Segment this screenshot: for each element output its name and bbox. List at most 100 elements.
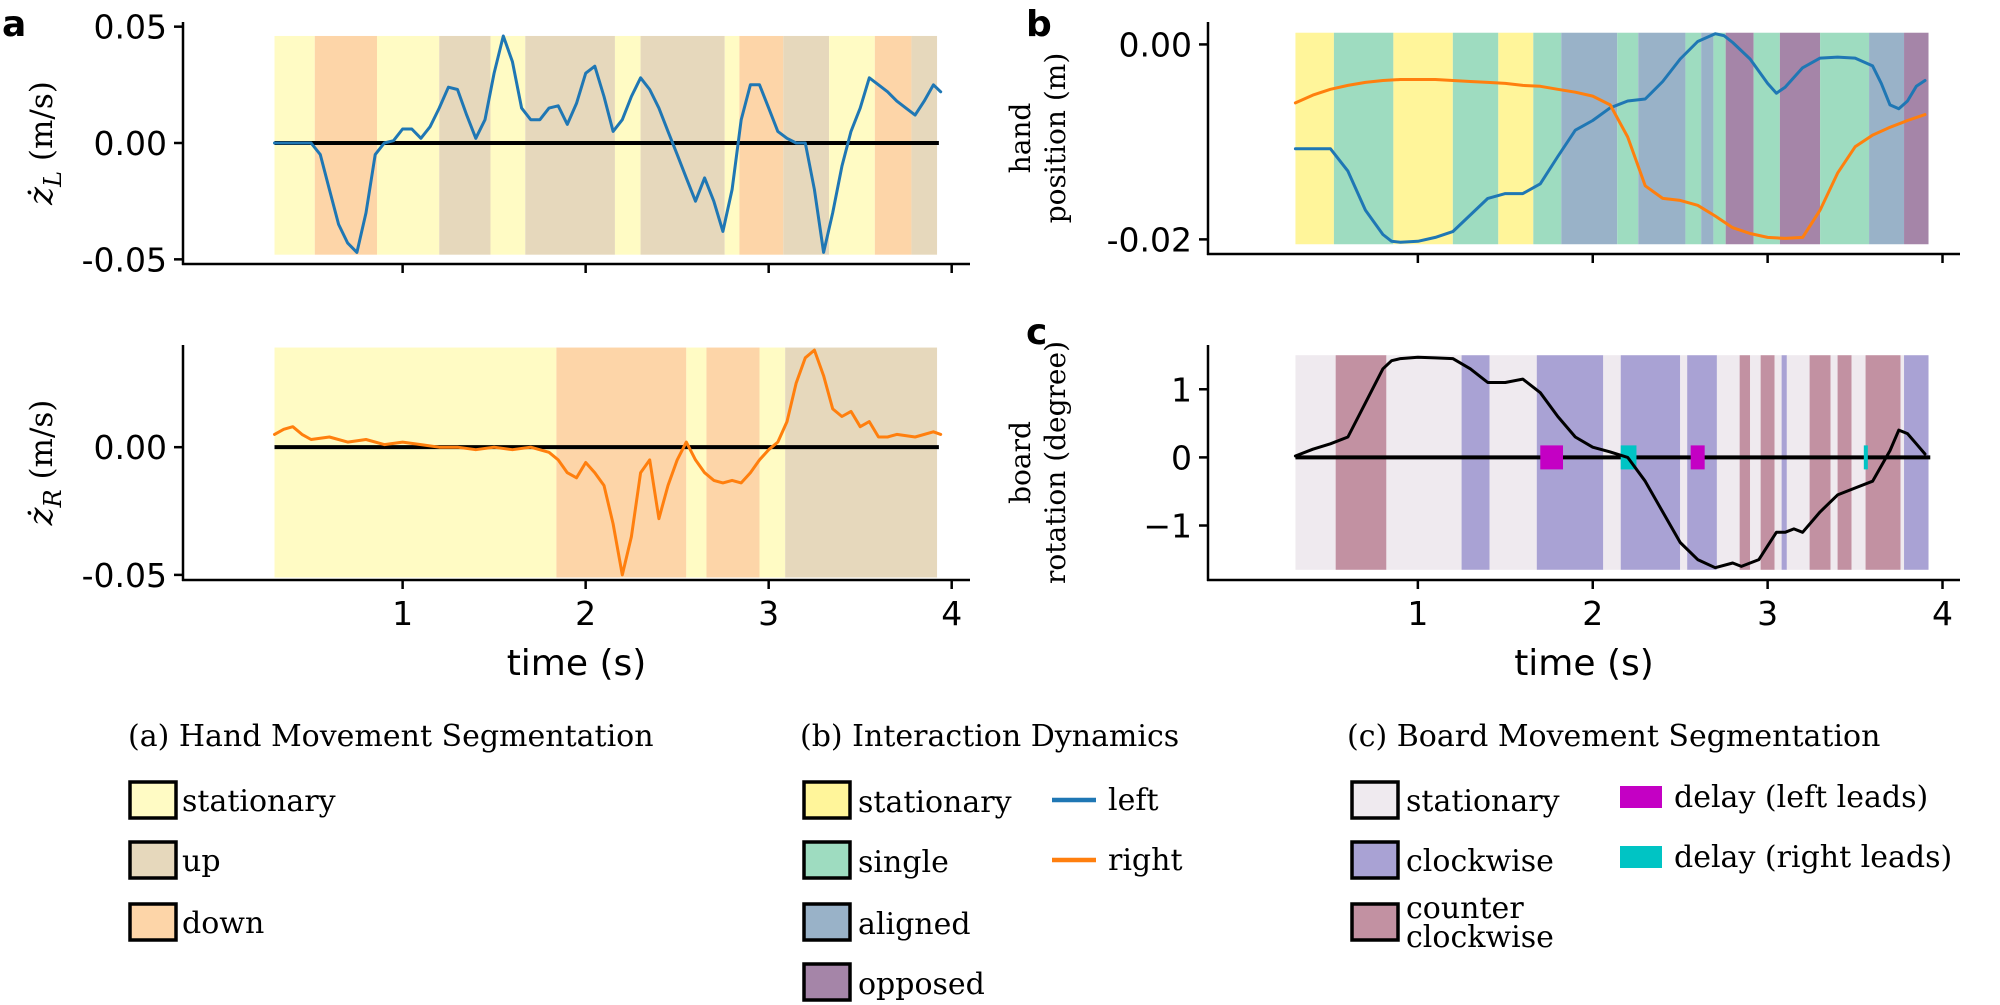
legend-marker — [1620, 786, 1662, 808]
span-stationary — [1716, 355, 1740, 570]
panel-b: -0.02 0.00 hand position (m) b — [1004, 4, 1960, 263]
y-axis-label: board — [1004, 421, 1037, 504]
span-stationary — [1603, 355, 1621, 570]
span-stationary — [1750, 355, 1761, 570]
x-tick-label: 3 — [758, 594, 779, 633]
legend-a: (a) Hand Movement Segmentation stationary… — [128, 719, 654, 942]
span-stationary — [1386, 355, 1462, 570]
span-stationary — [490, 35, 526, 255]
span-down — [874, 35, 912, 255]
y-tick-label: 0.00 — [94, 428, 167, 467]
span-single — [1452, 32, 1499, 245]
span-stationary — [1900, 355, 1905, 570]
span-down — [314, 35, 378, 255]
legend-label: up — [182, 844, 221, 879]
panel-a_top: -0.05 0.00 0.05 żL (m/s) a — [2, 4, 970, 279]
span-aligned — [1869, 32, 1905, 245]
x-tick-label: 1 — [1407, 594, 1428, 633]
series-right — [1293, 78, 1927, 240]
y-tick-label: 0.00 — [94, 124, 167, 163]
delay-marker — [1540, 445, 1564, 470]
legend-c: (c) Board Movement Segmentation stationar… — [1347, 719, 1952, 955]
x-tick-label: 4 — [1932, 594, 1953, 633]
x-axis-label: time (s) — [1514, 643, 1654, 684]
legend-label: stationary — [182, 784, 336, 819]
panel-letter-a: a — [2, 4, 26, 45]
span-stationary — [1786, 355, 1810, 570]
legend-swatch — [1350, 840, 1400, 880]
span-stationary — [1295, 355, 1336, 570]
span-stationary — [1680, 355, 1688, 570]
y-axis-label: rotation (degree) — [1039, 341, 1072, 584]
span-stationary — [1393, 32, 1453, 245]
y-tick-label: −1 — [1143, 507, 1192, 546]
series-right — [273, 348, 943, 577]
series-left — [273, 34, 943, 254]
legend-label: down — [182, 906, 264, 941]
span-stationary — [377, 35, 440, 255]
delay-marker — [1690, 445, 1705, 470]
series-left — [1293, 32, 1927, 244]
legend-swatch — [1350, 780, 1400, 820]
span-stationary — [759, 347, 786, 578]
span-clockwise — [1904, 355, 1929, 570]
legend-swatch — [802, 840, 852, 880]
span-stationary — [274, 35, 315, 255]
y-axis-label: żL (m/s) — [21, 81, 67, 206]
span-stationary — [1774, 355, 1782, 570]
y-tick-label: 0.00 — [1119, 25, 1192, 64]
x-tick-label: 3 — [1757, 594, 1778, 633]
span-single — [1533, 32, 1562, 245]
legend-swatch — [1350, 902, 1400, 942]
y-tick-label: 0 — [1171, 438, 1192, 477]
span-counter-clockwise — [1335, 355, 1387, 570]
span-counter-clockwise — [1739, 355, 1751, 570]
span-down — [556, 347, 687, 578]
legend-label: stationary — [858, 785, 1012, 820]
span-up — [785, 347, 938, 578]
legend-title: (b) Interaction Dynamics — [800, 719, 1179, 754]
x-tick-label: 2 — [575, 594, 596, 633]
span-single — [1713, 32, 1726, 245]
legend-swatch — [128, 780, 178, 820]
span-stationary — [614, 35, 641, 255]
span-aligned — [1701, 32, 1714, 245]
span-aligned — [1638, 32, 1686, 245]
legend-marker — [1620, 846, 1662, 868]
span-single — [1753, 32, 1780, 245]
span-up — [911, 35, 938, 255]
span-counter-clockwise — [1837, 355, 1852, 570]
legend-label: single — [858, 845, 949, 880]
span-stationary — [1830, 355, 1838, 570]
y-tick-label: -0.05 — [82, 556, 167, 595]
span-single — [1820, 32, 1870, 245]
legend-swatch — [802, 902, 852, 942]
span-down — [706, 347, 760, 578]
span-up — [525, 35, 615, 255]
panel-c: −1 0 1 1 2 3 4 time (s) board rotation (degree)c — [1004, 312, 1960, 684]
span-up — [439, 35, 491, 255]
y-tick-label: -0.02 — [1107, 220, 1192, 259]
legend-swatch — [128, 840, 178, 880]
x-tick-label: 2 — [1582, 594, 1603, 633]
series-board-rotation — [1293, 355, 1927, 570]
span-opposed — [1904, 32, 1929, 245]
span-opposed — [1779, 32, 1821, 245]
span-stationary — [1489, 355, 1537, 570]
y-axis-label: hand — [1004, 103, 1037, 174]
span-down — [739, 35, 784, 255]
x-tick-label: 4 — [941, 594, 962, 633]
legend-title: (a) Hand Movement Segmentation — [128, 719, 654, 754]
y-tick-label: -0.05 — [82, 240, 167, 279]
y-tick-label: 1 — [1171, 370, 1192, 409]
legend-swatch — [802, 962, 852, 1002]
legend-label: delay (right leads) — [1674, 840, 1952, 875]
legend-label: aligned — [858, 907, 971, 942]
legend-label: stationary — [1406, 784, 1560, 819]
panel-letter-b: b — [1026, 4, 1052, 45]
x-tick-label: 1 — [392, 594, 413, 633]
span-up — [640, 35, 725, 255]
legend-label: delay (left leads) — [1674, 780, 1928, 815]
legend-label: left — [1108, 783, 1159, 818]
